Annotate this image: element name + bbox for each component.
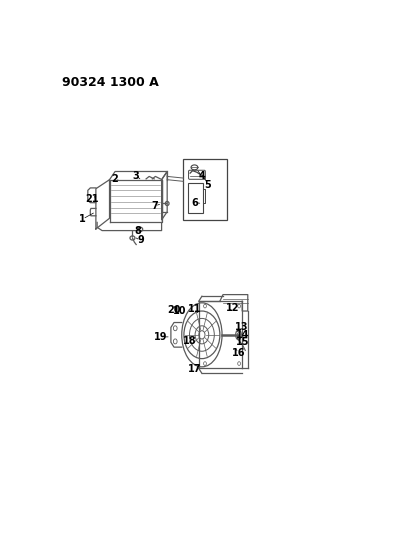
- Text: 9: 9: [137, 236, 144, 245]
- Text: 2: 2: [112, 174, 118, 184]
- Text: 8: 8: [134, 225, 141, 236]
- Text: 20: 20: [167, 305, 181, 315]
- Text: 5: 5: [205, 180, 212, 190]
- Bar: [183, 159, 227, 220]
- Text: 18: 18: [183, 336, 196, 345]
- Text: 16: 16: [232, 348, 245, 358]
- Text: 1: 1: [79, 214, 86, 224]
- Text: 7: 7: [152, 201, 158, 211]
- Text: 14: 14: [236, 330, 250, 340]
- Text: 17: 17: [188, 364, 202, 374]
- Text: 6: 6: [192, 198, 198, 208]
- Text: 90324 1300 A: 90324 1300 A: [62, 76, 158, 89]
- Text: 12: 12: [226, 303, 240, 313]
- Text: 13: 13: [235, 322, 248, 333]
- Text: 19: 19: [154, 332, 168, 342]
- Text: 11: 11: [188, 304, 202, 313]
- Text: 15: 15: [236, 337, 250, 347]
- Text: 21: 21: [85, 193, 98, 204]
- Text: 3: 3: [133, 171, 140, 181]
- Bar: [188, 183, 202, 213]
- Text: 10: 10: [173, 306, 186, 316]
- Text: 4: 4: [198, 172, 205, 181]
